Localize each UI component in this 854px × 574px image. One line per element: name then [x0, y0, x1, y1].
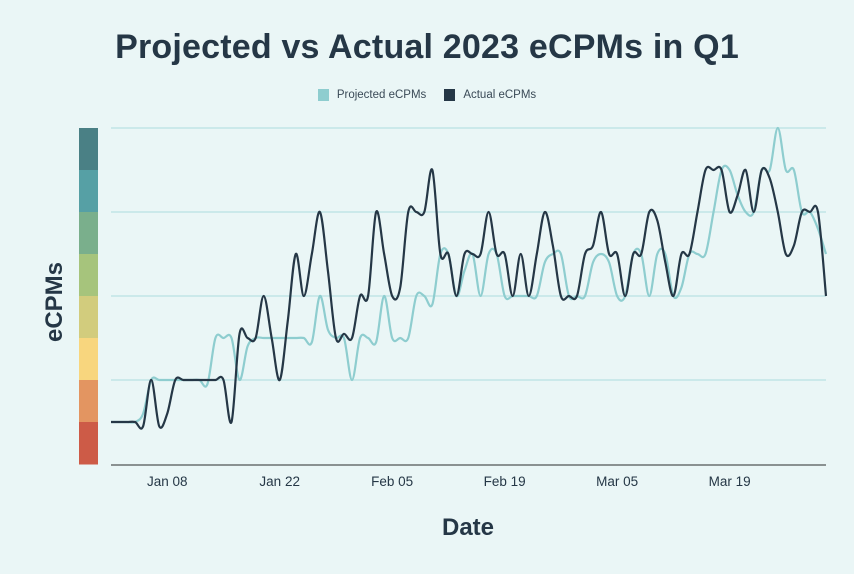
legend: Projected eCPMs Actual eCPMs	[0, 89, 854, 101]
color-scale-segment	[79, 422, 98, 465]
series-lines	[110, 126, 828, 430]
color-scale-segment	[79, 212, 98, 255]
x-tick-label: Mar 05	[596, 474, 638, 489]
series-line-projected	[110, 126, 828, 424]
y-axis-label: eCPMs	[41, 261, 68, 343]
chart-title: Projected vs Actual 2023 eCPMs in Q1	[115, 28, 739, 66]
legend-label-projected: Projected eCPMs	[336, 89, 427, 101]
x-axis-label: Date	[441, 514, 495, 541]
color-scale-segment	[79, 128, 98, 171]
x-tick-labels: Jan 08 Jan 22 Feb 05 Feb 19 Mar 05 Mar 19	[147, 474, 751, 489]
x-tick-label: Mar 19	[709, 474, 751, 489]
color-scale-segment	[79, 170, 98, 213]
legend-label-actual: Actual eCPMs	[463, 89, 537, 101]
legend-swatch-actual	[444, 89, 456, 101]
series-line-actual	[110, 165, 828, 430]
x-tick-label: Jan 08	[147, 474, 188, 489]
legend-item-actual[interactable]: Actual eCPMs	[444, 89, 536, 101]
color-scale-bar	[79, 128, 98, 465]
color-scale-segment	[79, 338, 98, 381]
color-scale-segment	[79, 254, 98, 297]
legend-item-projected[interactable]: Projected eCPMs	[317, 89, 427, 101]
x-tick-label: Jan 22	[259, 474, 300, 489]
color-scale-segment	[79, 296, 98, 339]
x-tick-label: Feb 05	[371, 474, 413, 489]
x-tick-label: Feb 19	[484, 474, 526, 489]
legend-swatch-projected	[317, 89, 329, 101]
gridlines	[111, 127, 826, 381]
color-scale-segment	[79, 380, 98, 423]
